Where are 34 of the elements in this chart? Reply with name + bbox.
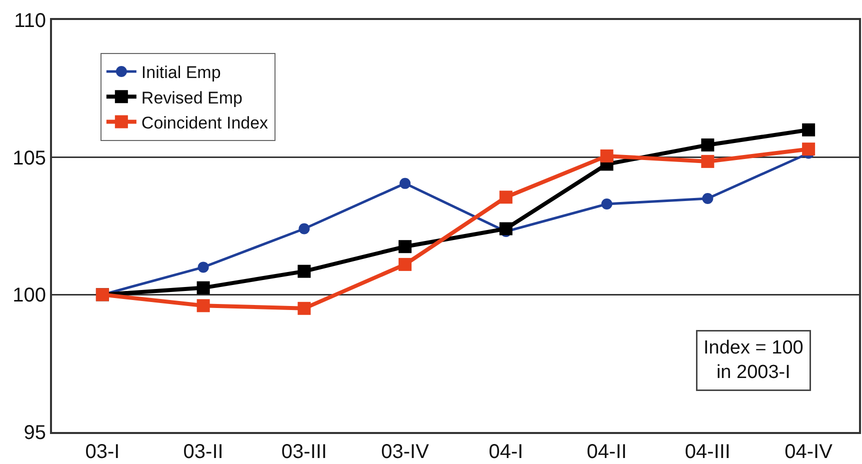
- point: [601, 198, 612, 210]
- point: [198, 262, 209, 273]
- legend-label: Initial Emp: [141, 63, 221, 82]
- point: [701, 154, 714, 168]
- y-tick-label: 100: [12, 284, 46, 307]
- point: [298, 223, 310, 234]
- y-tick-label: 95: [24, 422, 46, 444]
- x-tick-label: 04-IV: [784, 441, 834, 463]
- point: [298, 264, 311, 278]
- x-tick-label: 04-III: [684, 441, 730, 463]
- point: [400, 178, 411, 189]
- x-tick-label: 03-IV: [381, 441, 430, 463]
- y-tick-label: 105: [12, 147, 46, 170]
- point: [802, 123, 816, 136]
- legend-label: Revised Emp: [141, 88, 243, 108]
- point: [600, 149, 614, 162]
- x-tick-label: 03-II: [183, 441, 224, 463]
- point: [196, 299, 210, 312]
- point: [701, 138, 714, 152]
- x-tick-label: 04-I: [488, 441, 524, 463]
- point: [802, 142, 816, 156]
- point: [298, 302, 311, 315]
- annotation: Index = 100 in 2003-I: [704, 338, 804, 384]
- point: [196, 281, 210, 294]
- y-tick-label: 110: [14, 10, 46, 32]
- x-tick-label: 03-I: [85, 441, 120, 463]
- point: [499, 190, 512, 204]
- legend-label: Coincident Index: [141, 113, 269, 132]
- x-tick-label: 03-III: [281, 441, 327, 463]
- point: [398, 240, 412, 254]
- point: [398, 258, 412, 271]
- point: [702, 193, 714, 204]
- x-tick-label: 04-II: [586, 441, 627, 463]
- point: [499, 222, 512, 236]
